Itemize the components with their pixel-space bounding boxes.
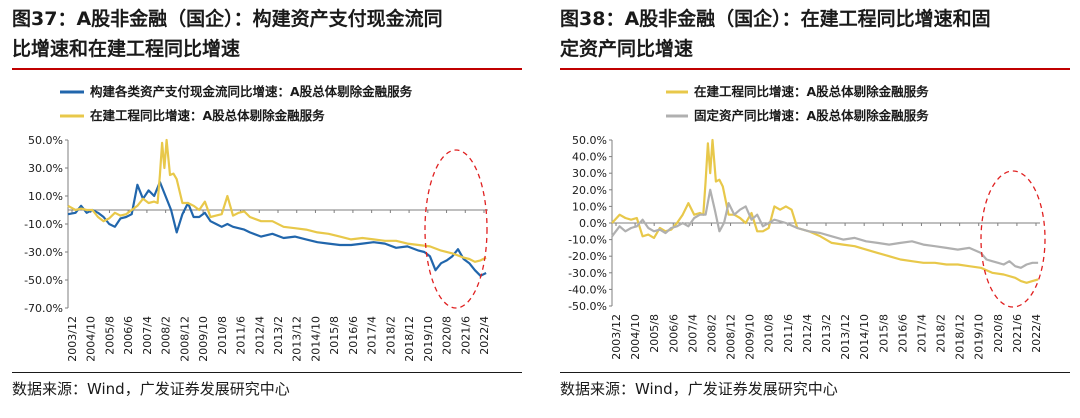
- x-tick-label: 2013/2: [820, 314, 833, 353]
- x-tick-label: 2011/6: [782, 314, 795, 353]
- y-tick-label: 50.0%: [572, 134, 607, 147]
- title-divider: [560, 68, 1070, 70]
- x-tick-label: 2019/10: [422, 316, 435, 362]
- title-divider: [12, 68, 522, 70]
- x-tick-label: 2013/12: [839, 314, 852, 360]
- y-tick-label: -50.0%: [568, 300, 607, 313]
- series-line: [611, 138, 1039, 284]
- x-tick-label: 2003/12: [66, 316, 79, 362]
- x-tick-label: 2016/6: [896, 314, 909, 353]
- chart-title-38-line-1: 图38：A股非金融（国企）：在建工程同比增速和固: [560, 8, 991, 30]
- x-tick-label: 2018/2: [935, 314, 948, 353]
- x-tick-label: 2008/2: [705, 314, 718, 353]
- x-tick-label: 2005/8: [103, 316, 116, 355]
- y-tick-label: 30.0%: [28, 162, 63, 175]
- legend-label: 构建各类资产支付现金流同比增速：A股总体剔除金融服务: [90, 84, 413, 99]
- x-tick-label: 2007/4: [141, 316, 154, 355]
- x-tick-label: 2009/10: [744, 314, 757, 360]
- series-line: [611, 188, 1039, 269]
- legend-label: 固定资产同比增速：A股总体剔除金融服务: [694, 108, 929, 123]
- highlight-ellipse: [424, 149, 488, 309]
- x-tick-label: 2011/6: [235, 316, 248, 355]
- x-tick-label: 2015/8: [328, 316, 341, 355]
- x-tick-label: 2014/10: [858, 314, 871, 360]
- x-tick-label: 2010/8: [216, 316, 229, 355]
- y-tick-label: 10.0%: [28, 190, 63, 203]
- chart-title-37-line-2: 比增速和在建工程同比增速: [12, 38, 241, 60]
- x-tick-label: 2017/4: [366, 316, 379, 355]
- x-tick-label: 2020/8: [441, 316, 454, 355]
- y-tick-label: 40.0%: [572, 151, 607, 164]
- y-tick-label: -20.0%: [568, 250, 607, 263]
- y-tick-label: 0.0%: [579, 217, 607, 230]
- legend-label: 在建工程同比增速：A股总体剔除金融服务: [90, 108, 325, 123]
- y-tick-label: -30.0%: [568, 267, 607, 280]
- x-tick-label: 2020/8: [992, 314, 1005, 353]
- x-tick-label: 2019/10: [973, 314, 986, 360]
- x-tick-label: 2010/8: [763, 314, 776, 353]
- x-tick-label: 2021/6: [1011, 314, 1024, 353]
- x-tick-label: 2018/12: [403, 316, 416, 362]
- y-tick-label: 50.0%: [28, 134, 63, 147]
- x-tick-label: 2018/12: [954, 314, 967, 360]
- x-tick-label: 2012/4: [253, 316, 266, 355]
- source-divider: [12, 372, 522, 373]
- x-tick-label: 2022/4: [478, 316, 491, 355]
- x-tick-label: 2006/6: [122, 316, 135, 355]
- x-tick-label: 2005/8: [648, 314, 661, 353]
- series-line: [67, 138, 487, 263]
- chart-title-37: 图37：A股非金融（国企）：构建资产支付现金流同 比增速和在建工程同比增速: [12, 4, 522, 64]
- x-tick-label: 2004/10: [85, 316, 98, 362]
- x-tick-label: 2021/6: [459, 316, 472, 355]
- x-tick-label: 2008/2: [160, 316, 173, 355]
- x-tick-label: 2006/6: [667, 314, 680, 353]
- x-tick-label: 2008/12: [178, 316, 191, 362]
- chart-title-38: 图38：A股非金融（国企）：在建工程同比增速和固 定资产同比增速: [560, 4, 1070, 64]
- x-tick-label: 2008/12: [725, 314, 738, 360]
- y-tick-label: -10.0%: [568, 234, 607, 247]
- chart-title-37-line-1: 图37：A股非金融（国企）：构建资产支付现金流同: [12, 8, 443, 30]
- y-tick-label: -50.0%: [24, 274, 63, 287]
- y-tick-label: 10.0%: [572, 200, 607, 213]
- y-tick-label: 20.0%: [572, 184, 607, 197]
- x-tick-label: 2003/12: [610, 314, 623, 360]
- y-tick-label: -30.0%: [24, 246, 63, 259]
- x-tick-label: 2014/10: [309, 316, 322, 362]
- y-tick-label: -10.0%: [24, 218, 63, 231]
- source-note: 数据来源：Wind，广发证券发展研究中心: [560, 380, 838, 398]
- highlight-ellipse: [980, 170, 1046, 308]
- x-tick-label: 2013/12: [291, 316, 304, 362]
- y-tick-label: -70.0%: [24, 302, 63, 315]
- x-tick-label: 2017/4: [915, 314, 928, 353]
- x-tick-label: 2018/2: [384, 316, 397, 355]
- series-line: [67, 180, 487, 277]
- source-divider: [560, 372, 1070, 373]
- y-tick-label: -40.0%: [568, 283, 607, 296]
- legend-label: 在建工程同比增速：A股总体剔除金融服务: [694, 84, 929, 99]
- x-tick-label: 2009/10: [197, 316, 210, 362]
- chart-panel-38: 图38：A股非金融（国企）：在建工程同比增速和固 定资产同比增速 在建工程同比增…: [548, 0, 1080, 418]
- line-chart-37: 构建各类资产支付现金流同比增速：A股总体剔除金融服务在建工程同比增速：A股总体剔…: [24, 84, 491, 362]
- x-tick-label: 2016/6: [347, 316, 360, 355]
- source-note: 数据来源：Wind，广发证券发展研究中心: [12, 380, 290, 398]
- x-tick-label: 2007/4: [686, 314, 699, 353]
- chart-title-38-line-2: 定资产同比增速: [560, 38, 694, 60]
- y-tick-label: 30.0%: [572, 167, 607, 180]
- x-tick-label: 2015/8: [877, 314, 890, 353]
- x-tick-label: 2013/2: [272, 316, 285, 355]
- x-tick-label: 2004/10: [629, 314, 642, 360]
- chart-panel-37: 图37：A股非金融（国企）：构建资产支付现金流同 比增速和在建工程同比增速 构建…: [0, 0, 530, 418]
- x-tick-label: 2022/4: [1030, 314, 1043, 353]
- x-tick-label: 2012/4: [801, 314, 814, 353]
